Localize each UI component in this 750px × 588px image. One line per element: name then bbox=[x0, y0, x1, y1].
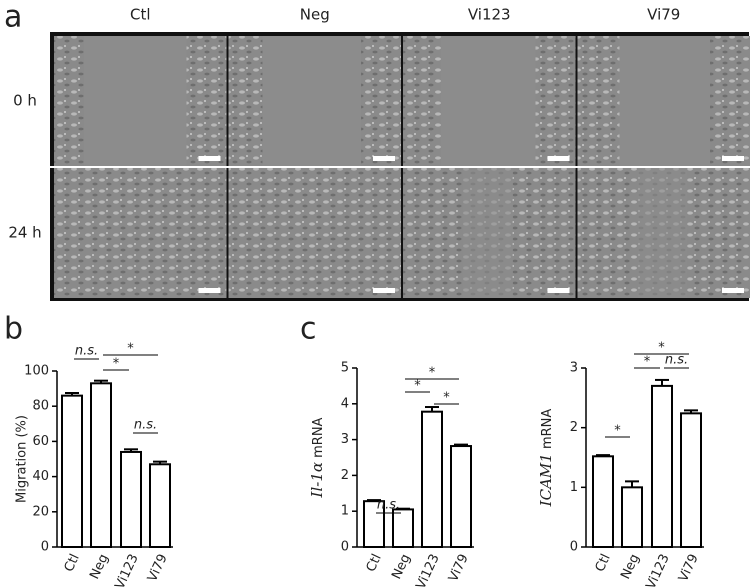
significance-label: * bbox=[614, 424, 621, 439]
scale-bar bbox=[722, 156, 744, 161]
y-tick-label: 60 bbox=[32, 434, 49, 449]
scale-bar bbox=[547, 288, 570, 293]
significance-label: * bbox=[127, 342, 134, 357]
significance-label: * bbox=[113, 357, 120, 372]
y-tick-label: 100 bbox=[24, 364, 49, 379]
y-tick-label: 20 bbox=[32, 504, 49, 519]
scale-bar bbox=[198, 288, 221, 293]
y-tick-label: 0 bbox=[341, 540, 349, 555]
bar bbox=[392, 508, 414, 549]
x-tick-label: Vi79 bbox=[446, 552, 472, 584]
wound-gap bbox=[619, 36, 710, 166]
x-tick-label: Neg bbox=[87, 552, 112, 582]
panel-label: a bbox=[4, 0, 22, 35]
panel-label: c bbox=[300, 312, 317, 347]
x-tick-label: Neg bbox=[618, 552, 643, 582]
bar bbox=[149, 463, 171, 548]
bar bbox=[680, 412, 702, 549]
wound-gap bbox=[637, 168, 688, 298]
wound-gap bbox=[441, 36, 536, 166]
bar bbox=[61, 394, 83, 549]
y-tick-label: 0 bbox=[41, 540, 49, 555]
significance-label: n.s. bbox=[377, 498, 400, 513]
y-tick-label: 3 bbox=[570, 361, 578, 376]
x-tick-label: Neg bbox=[389, 552, 414, 582]
y-axis-label: ICAM1 mRNA bbox=[537, 409, 555, 508]
significance-label: * bbox=[658, 341, 665, 356]
column-label: Vi79 bbox=[647, 6, 680, 24]
column-label: Vi123 bbox=[468, 6, 511, 24]
scale-bar bbox=[373, 156, 395, 161]
column-label: Neg bbox=[300, 6, 330, 24]
significance-label: n.s. bbox=[75, 344, 98, 359]
x-tick-label: Ctl bbox=[593, 552, 614, 574]
significance-label: n.s. bbox=[134, 418, 157, 433]
scale-bar bbox=[198, 156, 221, 161]
x-tick-label: Ctl bbox=[62, 552, 83, 574]
bar bbox=[651, 384, 673, 548]
x-tick-label: Vi123 bbox=[644, 552, 673, 588]
scale-bar bbox=[547, 156, 570, 161]
x-tick-label: Vi123 bbox=[113, 552, 142, 588]
unit: mRNA bbox=[311, 417, 326, 457]
y-tick-label: 40 bbox=[32, 469, 49, 484]
y-tick-label: 80 bbox=[32, 399, 49, 414]
x-tick-label: Vi79 bbox=[145, 552, 171, 584]
bar bbox=[421, 410, 443, 548]
bar bbox=[120, 450, 142, 548]
significance-label: * bbox=[644, 355, 651, 370]
panel-label: b bbox=[4, 312, 23, 347]
y-tick-label: 1 bbox=[570, 480, 578, 495]
y-tick-label: 5 bbox=[341, 361, 349, 376]
y-tick-label: 0 bbox=[570, 540, 578, 555]
x-tick-label: Ctl bbox=[364, 552, 385, 574]
significance-label: * bbox=[443, 391, 450, 406]
micrograph bbox=[54, 168, 227, 298]
significance-label: n.s. bbox=[665, 353, 688, 368]
significance-label: * bbox=[429, 366, 436, 381]
bar bbox=[90, 382, 112, 548]
y-tick-label: 2 bbox=[570, 420, 578, 435]
row-label: 0 h bbox=[13, 92, 37, 110]
y-axis-label: Il-1α mRNA bbox=[308, 417, 326, 498]
bar bbox=[621, 486, 643, 549]
wound-gap bbox=[463, 168, 513, 298]
wound-gap bbox=[262, 36, 361, 166]
bar bbox=[592, 455, 614, 549]
y-tick-label: 1 bbox=[341, 504, 349, 519]
scale-bar bbox=[373, 288, 395, 293]
gene-name: ICAM1 bbox=[537, 453, 555, 507]
significance-label: * bbox=[414, 379, 421, 394]
y-tick-label: 2 bbox=[341, 468, 349, 483]
x-tick-label: Vi79 bbox=[676, 552, 702, 584]
unit: mRNA bbox=[540, 409, 555, 449]
micrograph bbox=[228, 168, 401, 298]
y-axis-label: Migration (%) bbox=[15, 415, 30, 503]
y-tick-label: 3 bbox=[341, 432, 349, 447]
wound-gap bbox=[84, 36, 187, 166]
column-label: Ctl bbox=[130, 6, 151, 24]
row-label: 24 h bbox=[8, 224, 41, 242]
x-tick-label: Vi123 bbox=[414, 552, 443, 588]
gene-name: Il-1α bbox=[308, 462, 326, 498]
scale-bar bbox=[722, 288, 744, 293]
bar bbox=[450, 445, 472, 549]
y-tick-label: 4 bbox=[341, 396, 349, 411]
